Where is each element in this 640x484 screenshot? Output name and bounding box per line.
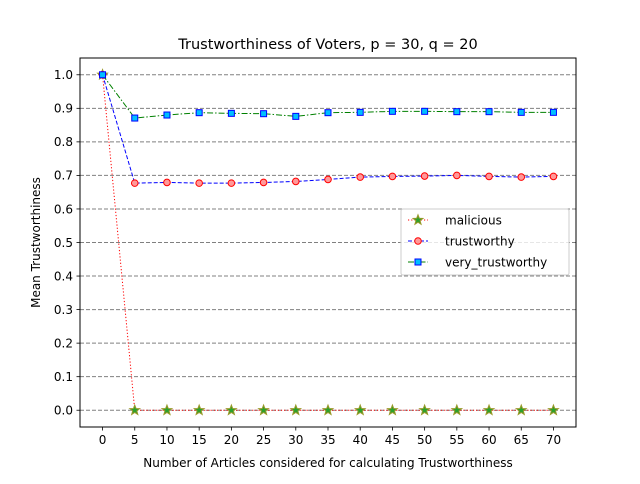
x-tick-label: 45: [385, 433, 400, 447]
x-tick-label: 10: [159, 433, 174, 447]
data-point-trustworthy: [195, 179, 203, 187]
data-point-trustworthy: [291, 177, 300, 186]
data-point-very_trustworthy: [421, 107, 429, 115]
chart-title: Trustworthiness of Voters, p = 30, q = 2…: [177, 37, 477, 53]
x-tick-label: 70: [546, 433, 561, 447]
data-point-very_trustworthy: [99, 71, 107, 79]
data-point-trustworthy: [388, 172, 397, 181]
x-tick-label: 35: [320, 433, 335, 447]
y-tick-label: 0.3: [54, 303, 73, 317]
data-point-trustworthy: [130, 179, 139, 187]
data-point-very_trustworthy: [227, 109, 235, 117]
data-point-very_trustworthy: [388, 107, 396, 115]
legend: malicious trustworthy very_trustworthy: [400, 208, 570, 276]
legend-marker-malicious: [411, 213, 425, 226]
data-point-trustworthy: [356, 173, 365, 181]
legend-box: [400, 208, 570, 276]
x-tick-label: 60: [481, 433, 496, 447]
data-point-trustworthy: [163, 178, 171, 187]
series-trustworthy: [98, 70, 558, 187]
data-point-malicious: [225, 403, 238, 416]
data-point-malicious: [321, 403, 335, 416]
data-point-trustworthy: [227, 179, 236, 187]
data-point-very_trustworthy: [195, 109, 203, 117]
data-point-malicious: [289, 403, 303, 416]
x-tick-label: 30: [288, 433, 303, 447]
data-point-very_trustworthy: [356, 108, 364, 116]
data-point-very_trustworthy: [131, 114, 139, 122]
x-tick-label: 65: [514, 433, 529, 447]
data-point-very_trustworthy: [292, 112, 300, 120]
data-point-malicious: [128, 403, 142, 416]
data-point-trustworthy: [453, 171, 461, 180]
data-point-malicious: [450, 403, 464, 416]
x-tick-label: 55: [449, 433, 464, 447]
data-point-malicious: [160, 403, 174, 416]
x-tick-label: 20: [224, 433, 239, 447]
legend-label-trustworthy: trustworthy: [445, 234, 515, 248]
data-point-very_trustworthy: [549, 108, 557, 116]
y-tick-label: 0.4: [54, 269, 73, 283]
data-point-trustworthy: [517, 173, 526, 181]
x-tick-label: 50: [417, 433, 432, 447]
y-tick-label: 0.5: [54, 236, 73, 250]
y-tick-label: 0.9: [54, 102, 73, 116]
data-point-malicious: [514, 403, 528, 416]
data-point-very_trustworthy: [517, 108, 525, 116]
data-point-very_trustworthy: [324, 109, 332, 117]
series-very_trustworthy: [99, 71, 557, 122]
data-point-very_trustworthy: [485, 108, 493, 116]
y-tick-label: 0.1: [54, 370, 73, 384]
y-tick-label: 0.0: [54, 404, 73, 418]
data-point-malicious: [386, 403, 399, 416]
legend-label-malicious: malicious: [445, 213, 502, 227]
data-point-trustworthy: [549, 172, 558, 181]
x-tick-label: 5: [131, 433, 139, 447]
x-axis-ticks: 0 5 10 15 20 25 30 35 40 45 50 55 60 65 70: [99, 427, 561, 447]
x-tick-label: 0: [99, 433, 107, 447]
y-tick-label: 0.6: [54, 202, 73, 216]
series-line-very_trustworthy: [102, 74, 554, 119]
y-tick-label: 0.2: [54, 336, 73, 350]
legend-label-very_trustworthy: very_trustworthy: [445, 255, 547, 269]
data-point-malicious: [353, 403, 367, 416]
x-axis-label: Number of Articles considered for calcul…: [143, 456, 512, 470]
x-tick-label: 15: [192, 433, 207, 447]
y-tick-label: 0.8: [54, 135, 73, 149]
y-tick-label: 0.7: [54, 169, 73, 183]
data-point-malicious: [192, 403, 206, 416]
y-tick-label: 1.0: [54, 68, 73, 82]
data-point-very_trustworthy: [260, 110, 268, 118]
x-tick-label: 40: [353, 433, 368, 447]
series-line-trustworthy: [102, 74, 554, 184]
y-axis-label: Mean Trustworthiness: [29, 177, 43, 308]
data-point-very_trustworthy: [163, 111, 171, 119]
data-point-trustworthy: [324, 175, 332, 184]
data-point-trustworthy: [485, 172, 493, 181]
data-point-very_trustworthy: [453, 108, 461, 116]
series-layer: [96, 68, 560, 416]
data-point-malicious: [482, 403, 496, 416]
legend-marker-trustworthy: [414, 237, 422, 245]
legend-marker-very_trustworthy: [414, 258, 422, 266]
series-malicious: [96, 68, 560, 416]
data-point-trustworthy: [420, 172, 429, 180]
data-point-malicious: [547, 403, 560, 416]
x-tick-label: 25: [256, 433, 271, 447]
data-point-malicious: [418, 403, 431, 416]
y-axis-ticks: 0.0 0.1 0.2 0.3 0.4 0.5 0.6 0.7 0.8 0.9 1.0: [54, 68, 80, 418]
data-point-malicious: [257, 403, 270, 416]
data-point-trustworthy: [259, 178, 268, 187]
